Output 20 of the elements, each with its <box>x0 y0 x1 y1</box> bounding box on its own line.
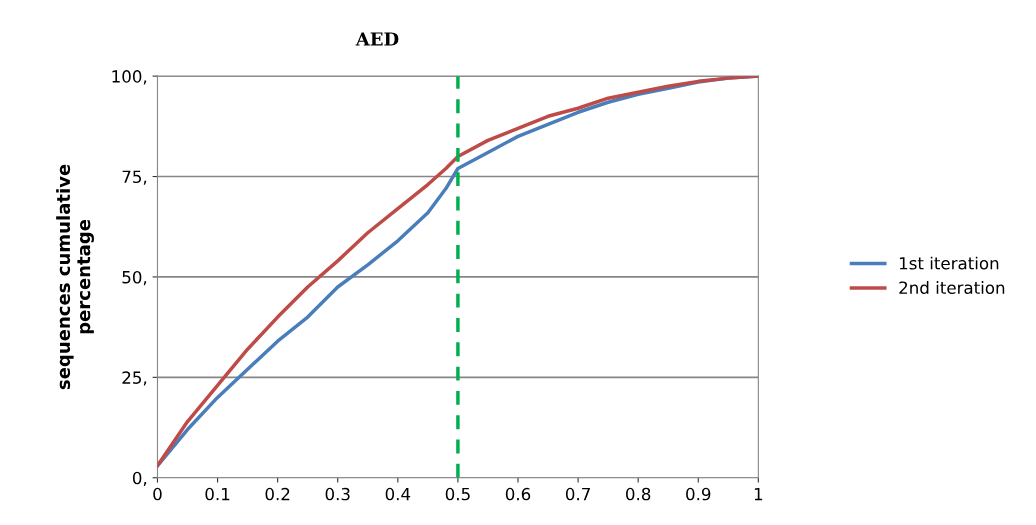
legend-label: 2nd iteration <box>899 281 1005 295</box>
chart-title: AED <box>355 32 399 46</box>
x-tick-label: 0.8 <box>626 487 651 501</box>
y-axis-title: sequences cumulative percentage <box>56 164 94 390</box>
x-tick-label: 0.6 <box>505 487 531 501</box>
x-tick-label: 0.5 <box>445 487 470 501</box>
x-tick-label: 1 <box>754 487 763 501</box>
legend-label: 1st iteration <box>899 256 999 270</box>
y-tick-label: 50, <box>122 270 147 286</box>
y-tick-label: 75, <box>122 170 147 185</box>
x-tick-label: 0.2 <box>265 487 290 501</box>
y-tick-label: 100, <box>112 70 147 85</box>
y-tick-label: 0, <box>132 471 147 487</box>
x-tick-label: 0.9 <box>686 487 711 501</box>
x-tick-label: 0.7 <box>565 487 590 501</box>
x-tick-label: 0.3 <box>325 487 350 501</box>
x-tick-label: 0.1 <box>205 487 230 501</box>
x-tick-label: 0.4 <box>385 487 411 501</box>
x-tick-label: 0 <box>153 487 162 501</box>
y-tick-label: 25, <box>122 371 147 386</box>
